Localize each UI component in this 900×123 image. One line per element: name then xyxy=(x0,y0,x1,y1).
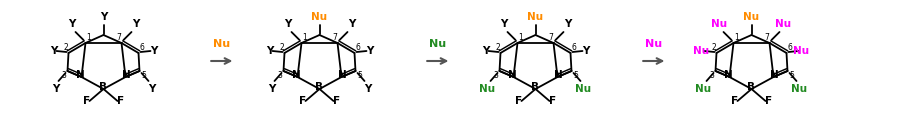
Text: F: F xyxy=(83,96,90,106)
Text: B: B xyxy=(532,82,539,92)
Text: Y: Y xyxy=(149,46,158,56)
Text: 7: 7 xyxy=(332,33,337,43)
Text: F: F xyxy=(333,96,340,106)
Text: Nu: Nu xyxy=(527,12,544,22)
Text: Nu: Nu xyxy=(644,39,662,49)
Text: Nu: Nu xyxy=(311,12,328,22)
Text: Y: Y xyxy=(365,46,374,56)
Text: Nu: Nu xyxy=(212,39,230,49)
Text: N: N xyxy=(724,70,733,80)
Text: 3: 3 xyxy=(493,70,498,79)
Text: N: N xyxy=(76,70,85,80)
Text: 6: 6 xyxy=(356,44,360,53)
Text: 3: 3 xyxy=(277,70,282,79)
Text: Y: Y xyxy=(581,46,590,56)
Text: N: N xyxy=(770,70,778,80)
Text: Y: Y xyxy=(131,19,140,29)
Text: Y: Y xyxy=(268,84,275,94)
Text: 2: 2 xyxy=(495,44,500,53)
Text: Y: Y xyxy=(52,84,59,94)
Text: 5: 5 xyxy=(141,70,146,79)
Text: F: F xyxy=(515,96,522,106)
Text: N: N xyxy=(338,70,346,80)
Text: 3: 3 xyxy=(709,70,714,79)
Text: 7: 7 xyxy=(116,33,121,43)
Text: Nu: Nu xyxy=(791,84,807,94)
Text: 6: 6 xyxy=(572,44,576,53)
Text: Y: Y xyxy=(284,19,292,29)
Text: Nu: Nu xyxy=(428,39,446,49)
Text: 6: 6 xyxy=(140,44,144,53)
Text: F: F xyxy=(731,96,738,106)
Text: Y: Y xyxy=(563,19,572,29)
Text: B: B xyxy=(748,82,755,92)
Text: Nu: Nu xyxy=(575,84,591,94)
Text: 1: 1 xyxy=(734,33,739,43)
Text: 2: 2 xyxy=(63,44,68,53)
Text: Nu: Nu xyxy=(794,46,810,56)
Text: Nu: Nu xyxy=(743,12,760,22)
Text: Y: Y xyxy=(266,46,274,56)
Text: F: F xyxy=(117,96,124,106)
Text: 1: 1 xyxy=(86,33,91,43)
Text: 5: 5 xyxy=(789,70,794,79)
Text: 3: 3 xyxy=(61,70,66,79)
Text: Y: Y xyxy=(347,19,356,29)
Text: Y: Y xyxy=(148,84,155,94)
Text: Y: Y xyxy=(482,46,490,56)
Text: 2: 2 xyxy=(711,44,716,53)
Text: 7: 7 xyxy=(764,33,769,43)
Text: Nu: Nu xyxy=(776,19,792,29)
Text: Nu: Nu xyxy=(693,46,709,56)
Text: 7: 7 xyxy=(548,33,553,43)
Text: N: N xyxy=(292,70,301,80)
Text: F: F xyxy=(549,96,556,106)
Text: Y: Y xyxy=(50,46,58,56)
Text: F: F xyxy=(765,96,772,106)
Text: 1: 1 xyxy=(302,33,307,43)
Text: 6: 6 xyxy=(788,44,792,53)
Text: Y: Y xyxy=(500,19,508,29)
Text: N: N xyxy=(508,70,517,80)
Text: 1: 1 xyxy=(518,33,523,43)
Text: N: N xyxy=(554,70,562,80)
Text: Nu: Nu xyxy=(480,84,496,94)
Text: Nu: Nu xyxy=(696,84,712,94)
Text: Y: Y xyxy=(364,84,371,94)
Text: N: N xyxy=(122,70,130,80)
Text: 5: 5 xyxy=(357,70,362,79)
Text: 2: 2 xyxy=(279,44,284,53)
Text: Y: Y xyxy=(68,19,76,29)
Text: Y: Y xyxy=(100,12,107,22)
Text: B: B xyxy=(316,82,323,92)
Text: 5: 5 xyxy=(573,70,578,79)
Text: F: F xyxy=(299,96,306,106)
Text: B: B xyxy=(100,82,107,92)
Text: Nu: Nu xyxy=(711,19,727,29)
